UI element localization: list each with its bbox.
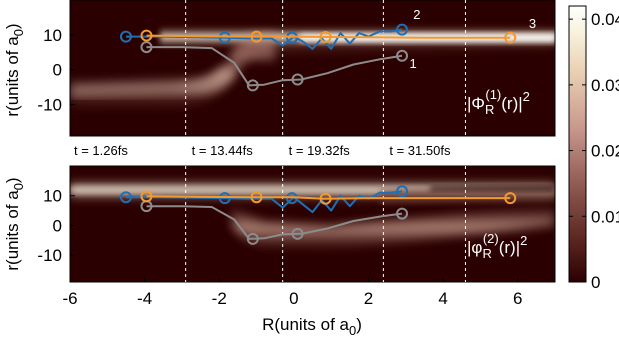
bottom-trajectory-1-marker: [396, 207, 409, 220]
top-trajectory-label-1: 1: [410, 56, 417, 71]
top-trajectory-1-marker: [140, 41, 153, 54]
bottom-ytick-label: 0: [53, 216, 62, 235]
bottom-trajectory-3-marker: [319, 192, 332, 205]
top-formula-sup: (1): [485, 87, 501, 102]
top-panel-background: [70, 0, 555, 136]
bottom-ytick-label: 10: [43, 187, 62, 206]
bottom-trajectory-2-marker: [396, 185, 409, 198]
bottom-trajectory-1-marker: [246, 232, 259, 245]
colorbar-gradient: [569, 6, 586, 282]
bottom-trajectory-1: [146, 205, 403, 240]
colorbar-tick-label: 0: [591, 273, 600, 292]
bottom-trajectory-2-marker: [119, 191, 132, 204]
top-formula-tail: (r)|: [501, 94, 522, 113]
bottom-trajectory-1-marker: [291, 227, 304, 240]
top-trajectory-3-marker: [140, 29, 153, 42]
svg-text:|φR(2)(r)|2: |φR(2)(r)|2: [467, 231, 527, 261]
top-formula: |ΦR(1)(r)|2: [467, 87, 530, 117]
bottom-formula-sub: R: [482, 246, 491, 261]
top-trajectory-1-marker: [396, 49, 409, 62]
xtick-label: -2: [212, 289, 227, 308]
top-formula-sub: R: [485, 102, 494, 117]
top-panel: 123 |ΦR(1)(r)|2 100-10 r(units of a0): [3, 0, 556, 137]
top-trajectory-3-marker: [504, 31, 517, 44]
bottom-trajectory-3-marker: [250, 191, 263, 204]
colorbar-tick-label: 0.04: [591, 10, 619, 29]
bottom-trajectory-3: [146, 195, 511, 200]
bottom-panel: |φR(2)(r)|2 100-10 -6 -4 -2 0 2 4 6 r(units of…: [3, 165, 556, 337]
top-trajectory-2-marker: [218, 31, 231, 44]
top-trajectory-2-marker: [285, 31, 298, 44]
bottom-yticks: 10 0 -10: [37, 187, 75, 265]
top-trajectory-1-marker: [291, 73, 304, 86]
top-trajectory-1: [146, 46, 403, 87]
top-panel-frame: [69, 0, 556, 137]
bottom-ytick-label: -10: [37, 246, 62, 265]
xtick-label: 6: [513, 289, 522, 308]
bottom-formula-tail: (r)|: [499, 238, 520, 257]
top-yticks: 10 0 -10: [37, 26, 75, 115]
colorbar-ticks: 0.04 0.03 0.02 0.01 0: [569, 10, 619, 292]
bottom-xlabel: R(units of a0): [262, 315, 362, 337]
bottom-formula-main: |φ: [467, 238, 482, 257]
xtick-label: 0: [289, 289, 298, 308]
top-overlay: 1 2 3: [119, 0, 536, 136]
xtick-label: 4: [438, 289, 447, 308]
top-formula-main: |Φ: [467, 94, 485, 113]
time-label-3: t = 19.32fs: [289, 143, 351, 158]
colorbar: 0.04 0.03 0.02 0.01 0: [568, 5, 619, 292]
bottom-trajectory-3-marker: [140, 190, 153, 203]
colorbar-frame: [568, 5, 587, 283]
bottom-overlay: [119, 166, 517, 282]
top-trajectory-1-marker: [246, 79, 259, 92]
bottom-ylabel: r(units of a0): [3, 177, 26, 270]
time-label-2: t = 13.44fs: [192, 143, 254, 158]
top-trajectory-3-marker: [319, 30, 332, 43]
top-ytick-label: 0: [53, 61, 62, 80]
bottom-xticks: -6 -4 -2 0 2 4 6: [62, 277, 522, 308]
top-trajectory-2-marker: [396, 23, 409, 36]
colorbar-tick-label: 0.01: [591, 207, 619, 226]
colorbar-tick-label: 0.02: [591, 142, 619, 161]
time-markers: t = 1.26fs t = 13.44fs t = 19.32fs t = 31.5…: [74, 143, 451, 158]
bottom-formula-sup: (2): [483, 231, 499, 246]
top-formula-pow: 2: [523, 89, 530, 104]
bottom-formula-pow: 2: [520, 233, 527, 248]
top-trajectory-3-marker: [250, 30, 263, 43]
top-ylabel: r(units of a0): [3, 23, 26, 116]
svg-text:|ΦR(1)(r)|2: |ΦR(1)(r)|2: [467, 87, 530, 117]
bottom-trajectory-3-marker: [504, 192, 517, 205]
colorbar-tick-label: 0.03: [591, 76, 619, 95]
xtick-label: 2: [364, 289, 373, 308]
bottom-formula: |φR(2)(r)|2: [467, 231, 527, 261]
top-trajectory-3: [146, 34, 511, 39]
time-label-4: t = 31.50fs: [389, 143, 451, 158]
top-trajectory-2-marker: [119, 30, 132, 43]
top-trajectory-label-3: 3: [529, 16, 536, 31]
xtick-label: -4: [137, 289, 152, 308]
time-label-1: t = 1.26fs: [74, 143, 128, 158]
top-ytick-label: 10: [43, 26, 62, 45]
top-trajectory-label-2: 2: [413, 7, 420, 22]
top-ytick-label: -10: [37, 96, 62, 115]
bottom-panel-frame: [69, 165, 556, 283]
xtick-label: -6: [62, 289, 77, 308]
bottom-trajectory-2-marker: [218, 192, 231, 205]
